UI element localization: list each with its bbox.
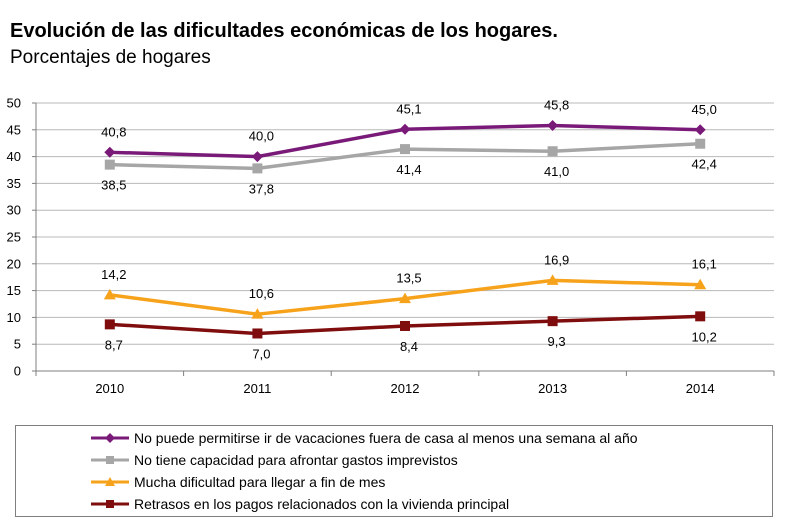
chart-subtitle: Porcentajes de hogares: [10, 47, 211, 68]
series-3-point-2014: [695, 311, 706, 322]
legend-item-0: No puede permitirse ir de vacaciones fue…: [90, 427, 638, 449]
y-tick-label: 5: [14, 337, 21, 352]
x-tick-label-2014: 2014: [686, 381, 715, 396]
series-3-point-2012: [400, 320, 410, 331]
data-label: 13,5: [396, 271, 421, 286]
series-0-point-2012: [399, 123, 411, 135]
y-tick-label: 20: [7, 256, 21, 271]
series-0-point-2010: [104, 146, 116, 158]
data-label: 45,1: [396, 101, 421, 116]
data-label: 10,6: [249, 286, 274, 301]
y-tick-label: 30: [7, 203, 21, 218]
x-tick-label-2010: 2010: [95, 381, 124, 396]
y-tick-label: 40: [7, 149, 21, 164]
legend-item-3: Retrasos en los pagos relacionados con l…: [90, 493, 509, 515]
data-label: 40,0: [249, 129, 274, 144]
y-tick-label: 15: [7, 283, 21, 298]
data-label: 37,8: [249, 181, 274, 196]
series-2-point-2014: [694, 278, 707, 290]
y-tick-label: 35: [7, 176, 21, 191]
series-3-point-2013: [547, 316, 558, 327]
data-label: 45,8: [544, 98, 569, 113]
legend-swatch-diamond-icon: [91, 433, 129, 443]
data-label: 9,3: [548, 334, 566, 349]
y-tick-label: 45: [7, 122, 21, 137]
legend-label: Mucha dificultad para llegar a fin de me…: [134, 474, 386, 490]
y-tick-label: 0: [14, 364, 21, 379]
series-0-point-2014: [694, 124, 706, 136]
x-tick-label-2012: 2012: [391, 381, 420, 396]
legend-swatch-square-icon: [91, 456, 129, 464]
data-label: 45,0: [692, 102, 717, 117]
series-2-point-2010: [103, 288, 116, 300]
legend-item-1: No tiene capacidad para afrontar gastos …: [90, 449, 458, 471]
series-1-point-2013: [547, 146, 558, 157]
series-1-point-2010: [104, 159, 115, 170]
data-label: 40,8: [101, 124, 126, 139]
series-1-point-2012: [400, 144, 410, 155]
data-label: 8,4: [400, 339, 418, 354]
series-2-point-2013: [546, 274, 559, 285]
series-0-point-2011: [251, 151, 263, 163]
data-label: 42,4: [692, 157, 717, 172]
series-2-point-2011: [251, 308, 264, 319]
series-3-point-2011: [252, 328, 263, 339]
series-1-point-2014: [695, 138, 706, 149]
y-tick-label: 25: [7, 230, 21, 245]
series-2-point-2012: [399, 292, 411, 304]
legend-swatch-triangle-icon: [91, 477, 129, 486]
data-label: 38,5: [101, 178, 126, 193]
y-tick-label: 10: [7, 310, 21, 325]
legend-swatch-square-icon: [91, 500, 129, 508]
chart-title: Evolución de las dificultades económicas…: [10, 20, 558, 42]
data-label: 7,0: [252, 346, 270, 361]
series-3-point-2010: [104, 319, 115, 330]
legend-label: No tiene capacidad para afrontar gastos …: [134, 452, 458, 468]
x-tick-label-2011: 2011: [243, 381, 271, 396]
line-chart: 0 5 10 15 20 25 30 35 40 45 50 2010 2011 2012 2013 2014…: [7, 96, 775, 396]
series-1-point-2011: [252, 163, 263, 174]
chart-legend: No puede permitirse ir de vacaciones fue…: [15, 425, 773, 517]
data-label: 14,2: [101, 267, 126, 282]
series-0-point-2013: [547, 120, 559, 132]
legend-label: No puede permitirse ir de vacaciones fue…: [134, 430, 638, 446]
legend-label: Retrasos en los pagos relacionados con l…: [134, 496, 510, 512]
data-label: 10,2: [692, 329, 717, 344]
data-label: 16,9: [544, 252, 569, 267]
data-label: 41,4: [396, 162, 421, 177]
legend-item-2: Mucha dificultad para llegar a fin de me…: [90, 471, 385, 493]
data-label: 8,7: [105, 337, 123, 352]
x-tick-label-2013: 2013: [538, 381, 567, 396]
data-label: 16,1: [692, 257, 717, 272]
data-label: 41,0: [544, 164, 569, 179]
y-tick-label: 50: [7, 96, 21, 111]
